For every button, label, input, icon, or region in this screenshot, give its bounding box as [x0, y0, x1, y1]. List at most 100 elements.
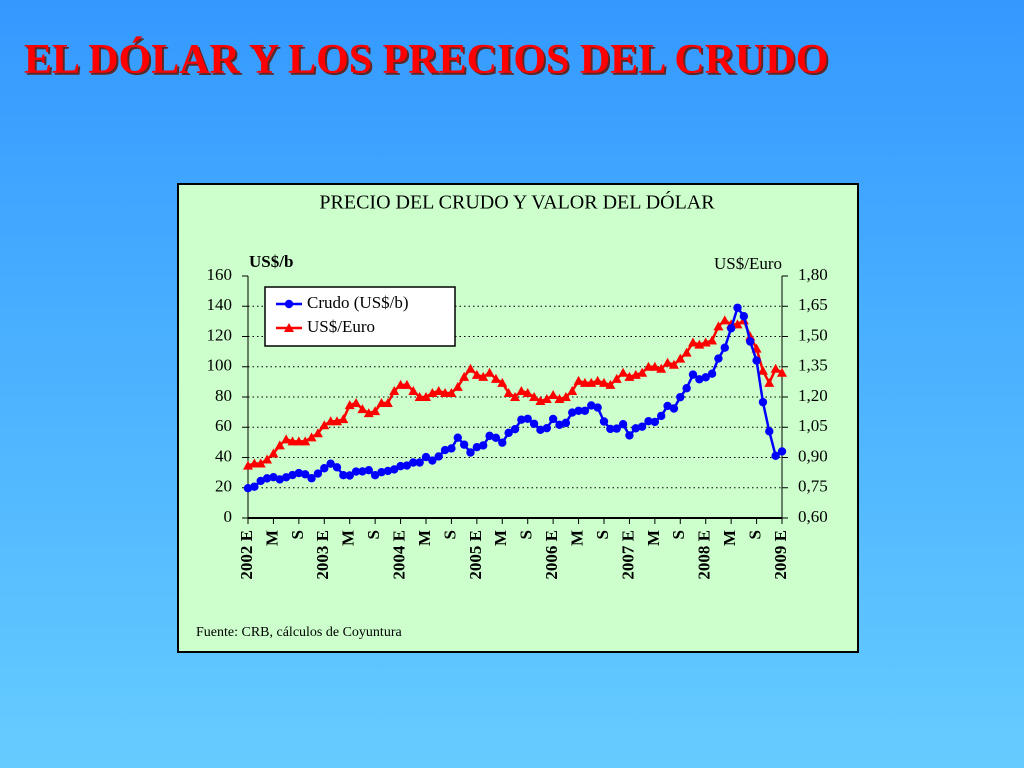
y2-tick-label: 0,60 — [798, 507, 828, 526]
y2-tick-label: 1,05 — [798, 416, 828, 435]
slide-title: EL DÓLAR Y LOS PRECIOS DEL CRUDO — [24, 37, 829, 83]
marker — [319, 420, 330, 430]
marker — [447, 444, 456, 453]
marker — [637, 422, 647, 431]
marker — [269, 472, 278, 482]
legend: Crudo (US$/b) US$/Euro — [264, 286, 456, 347]
marker — [364, 466, 373, 475]
marker — [306, 432, 317, 442]
marker — [720, 343, 729, 352]
marker — [288, 470, 297, 480]
marker — [433, 385, 444, 395]
x-tick-label: S — [745, 530, 764, 539]
marker — [662, 357, 673, 367]
marker — [428, 456, 437, 465]
x-tick-label: S — [364, 530, 383, 539]
marker — [440, 387, 451, 397]
marker — [529, 419, 539, 428]
marker — [446, 387, 457, 397]
marker — [459, 440, 469, 449]
marker — [281, 434, 292, 444]
marker — [459, 371, 470, 381]
y2-tick-label: 0,75 — [798, 477, 828, 496]
marker — [262, 474, 272, 483]
marker — [409, 458, 418, 467]
marker — [568, 408, 577, 417]
marker — [517, 415, 526, 424]
marker — [644, 417, 653, 426]
marker — [587, 401, 596, 410]
x-tick-label: 2008 E — [695, 530, 714, 580]
marker — [676, 392, 685, 402]
marker — [440, 445, 450, 455]
marker — [618, 367, 629, 377]
marker — [599, 377, 609, 387]
marker — [612, 424, 621, 433]
marker — [281, 473, 291, 482]
marker — [656, 363, 667, 373]
marker — [713, 321, 724, 331]
marker — [478, 371, 489, 381]
marker — [606, 424, 615, 434]
marker — [268, 448, 279, 458]
marker — [434, 452, 443, 461]
legend-marker — [284, 299, 294, 309]
marker — [688, 370, 698, 379]
x-tick-label: M — [415, 530, 434, 546]
marker — [611, 373, 622, 383]
marker — [395, 379, 406, 389]
marker — [414, 392, 425, 401]
y2-tick-label: 1,20 — [798, 386, 828, 405]
marker — [332, 463, 342, 472]
marker — [695, 375, 704, 384]
y-tick-label: 40 — [215, 446, 232, 465]
x-tick-label: M — [262, 530, 281, 546]
marker — [250, 482, 259, 491]
y2-tick-label: 1,65 — [798, 295, 828, 314]
marker — [675, 353, 686, 363]
marker — [490, 373, 501, 383]
x-tick-label: S — [669, 530, 688, 539]
x-tick-label: 2003 E — [313, 530, 332, 580]
marker — [770, 363, 781, 373]
marker — [561, 418, 571, 428]
marker — [503, 387, 514, 397]
marker — [777, 367, 787, 377]
x-tick-label: M — [644, 530, 663, 546]
marker — [243, 484, 253, 493]
x-tick-label: M — [491, 530, 510, 546]
marker — [733, 303, 742, 312]
marker — [351, 467, 361, 476]
marker — [657, 411, 666, 421]
marker — [764, 377, 775, 387]
marker — [262, 454, 273, 464]
marker — [293, 436, 304, 446]
y-tick-label: 0 — [224, 507, 233, 526]
marker — [370, 470, 380, 480]
x-tick-label: M — [567, 530, 586, 546]
legend-box — [264, 286, 456, 347]
marker — [498, 438, 507, 447]
marker — [472, 443, 482, 452]
marker — [471, 369, 482, 379]
marker — [287, 436, 298, 446]
y2-tick-label: 0,90 — [798, 446, 828, 465]
marker — [339, 470, 348, 480]
marker — [682, 384, 691, 393]
marker — [758, 397, 768, 407]
marker — [548, 389, 559, 399]
marker — [452, 381, 463, 391]
marker — [357, 404, 368, 414]
marker — [726, 324, 736, 333]
marker — [650, 417, 660, 427]
marker — [377, 467, 386, 477]
marker — [681, 347, 692, 357]
x-tick-label: M — [339, 530, 358, 546]
marker — [421, 452, 431, 462]
x-tick-label: 2002 E — [237, 530, 256, 580]
marker — [579, 377, 590, 387]
marker — [739, 312, 749, 321]
marker — [338, 414, 349, 424]
marker — [599, 417, 609, 426]
marker — [625, 431, 634, 440]
